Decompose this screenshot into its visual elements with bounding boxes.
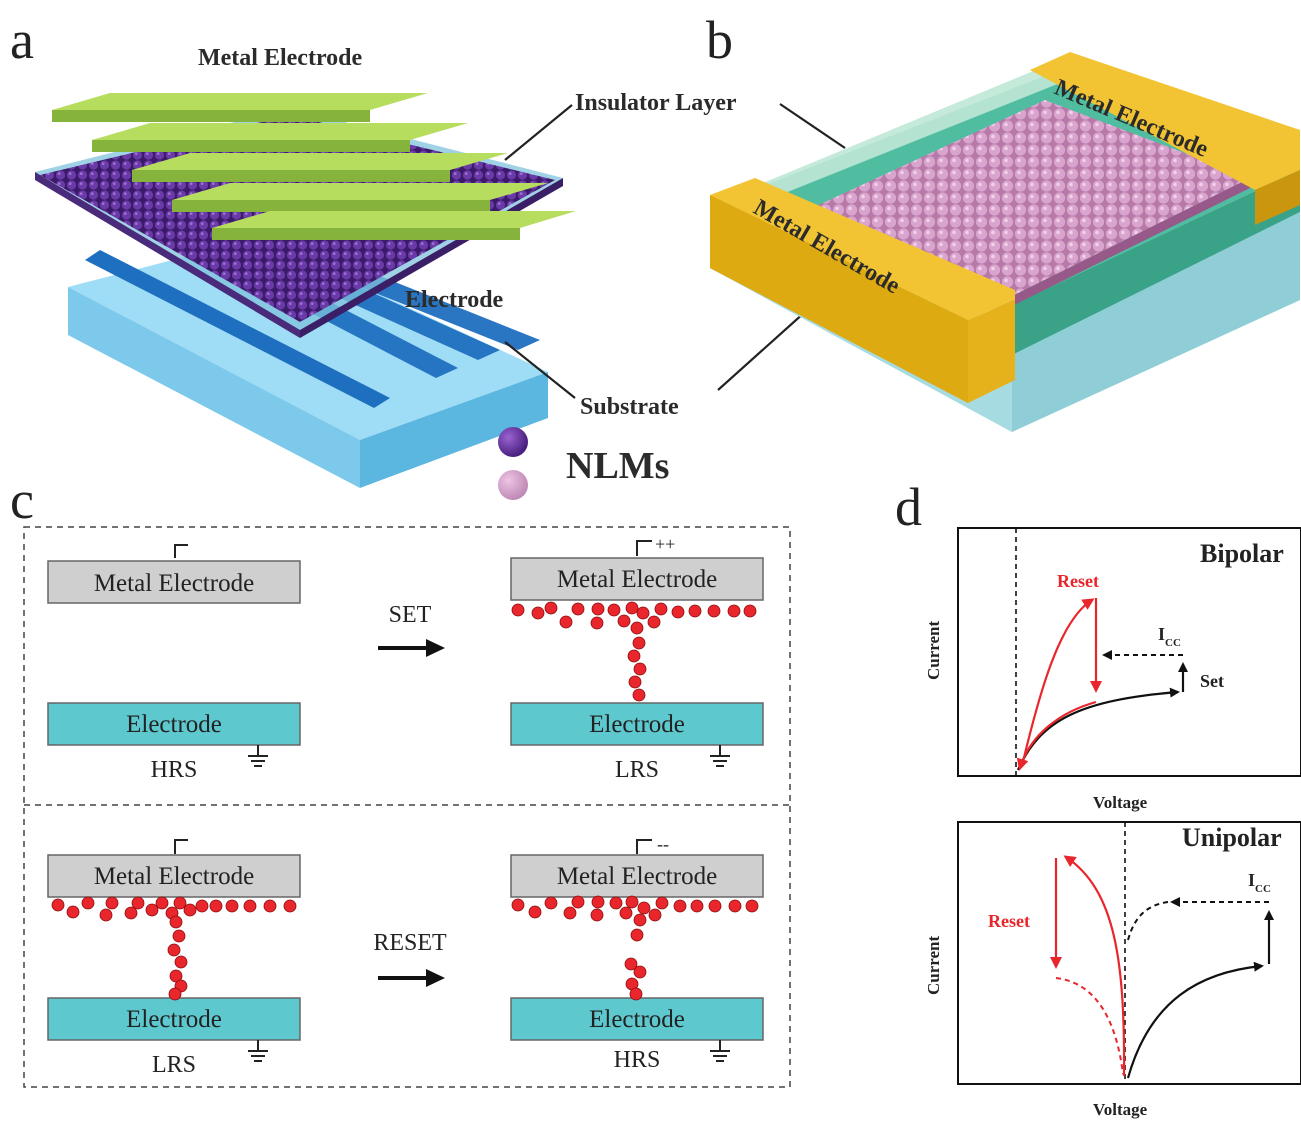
electrode-label: Electrode (126, 1006, 222, 1033)
bipolar-plot-frame (957, 527, 1301, 777)
bipolar-plot: Bipolar Current Voltage Set ICC Reset (924, 527, 1301, 812)
panel-a-substrate (68, 238, 548, 488)
panel-b-top-electrode (1030, 52, 1300, 190)
metal-ions-filament-full (51, 896, 297, 1001)
panel-d-letter: d (895, 477, 922, 537)
unipolar-plot-frame (957, 821, 1301, 1085)
ground-icon (710, 1040, 730, 1062)
metal-electrode-label: Metal Electrode (94, 863, 254, 890)
bipolar-label: Bipolar (1200, 539, 1284, 568)
panel-a-metal-electrode-label: Metal Electrode (198, 45, 363, 71)
unipolar-reset-label: Reset (988, 911, 1030, 931)
state-label-hrs: HRS (151, 757, 198, 783)
panel-c: c Metal Electrode Electrode HRS SET ++ (10, 470, 791, 1088)
metal-electrode-box (510, 854, 764, 898)
unipolar-reset-curve (1063, 855, 1126, 1077)
state-label-lrs: LRS (152, 1052, 196, 1078)
bipolar-voltage-label: Voltage (1093, 793, 1148, 812)
state-label-lrs: LRS (615, 757, 659, 783)
cell-set-result: ++ Metal Electrode Electrode LRS (510, 534, 764, 783)
set-label: SET (389, 602, 432, 628)
bipolar-reset-curve (1020, 598, 1095, 767)
panel-a-electrode-label: Electrode (405, 287, 504, 313)
electrode-box (47, 702, 301, 746)
electrode-label: Electrode (589, 1006, 685, 1033)
ground-icon (248, 1040, 268, 1062)
unipolar-current-label: Current (924, 935, 943, 995)
bipolar-icc-label: ICC (1158, 624, 1181, 649)
light-nanoparticle-icon (498, 470, 528, 500)
electrode-box (47, 997, 301, 1041)
panel-d: d Bipolar Current Voltage Set ICC Reset … (895, 477, 1301, 1119)
metal-electrode-box (47, 560, 301, 604)
dark-nanoparticle-icon (498, 427, 528, 457)
state-label-hrs: HRS (614, 1047, 661, 1073)
metal-ions-filament-full (511, 601, 757, 702)
panel-a: a (10, 10, 576, 488)
cell-reset-result: -- Metal Electrode Electrode HRS (510, 834, 764, 1073)
unipolar-plot: Unipolar Current Voltage ICC Reset (924, 821, 1301, 1119)
panel-b-letter: b (706, 10, 733, 70)
reset-label: RESET (373, 930, 447, 956)
unipolar-label: Unipolar (1182, 823, 1282, 852)
metal-electrode-label: Metal Electrode (557, 566, 717, 593)
nlms-label: NLMs (566, 445, 669, 487)
electrode-box (510, 997, 764, 1041)
bipolar-reset-label: Reset (1057, 571, 1099, 591)
panel-c-letter: c (10, 470, 34, 530)
insulator-layer-label: Insulator Layer (575, 90, 737, 116)
negative-bias-label: -- (657, 834, 669, 854)
unipolar-set-curve (1126, 961, 1264, 1079)
positive-bias-label: ++ (655, 534, 675, 554)
substrate-label: Substrate (580, 394, 679, 420)
cell-set-initial: Metal Electrode Electrode HRS (47, 544, 301, 783)
electrode-box (510, 702, 764, 746)
unipolar-icc-label: ICC (1248, 870, 1271, 895)
ground-icon (248, 745, 268, 767)
metal-electrode-box (47, 854, 301, 898)
electrode-label: Electrode (126, 711, 222, 738)
cell-reset-initial: Metal Electrode Electrode LRS (47, 839, 301, 1078)
metal-electrode-label: Metal Electrode (557, 863, 717, 890)
bipolar-set-label: Set (1200, 671, 1224, 691)
panel-c-frame (23, 526, 791, 1088)
electrode-label: Electrode (589, 711, 685, 738)
panel-b-front-electrode (710, 178, 1015, 320)
panel-a-metal-electrodes (52, 93, 576, 240)
unipolar-voltage-label: Voltage (1093, 1100, 1148, 1119)
panel-b: b Metal Electrode Metal Electrode (706, 10, 1300, 432)
ground-icon (710, 745, 730, 767)
metal-electrode-label: Metal Electrode (94, 570, 254, 597)
panel-a-letter: a (10, 10, 34, 70)
metal-ions-filament-broken (511, 895, 759, 1001)
bipolar-current-label: Current (924, 620, 943, 680)
metal-electrode-box (510, 557, 764, 601)
shared-labels: Insulator Layer Substrate NLMs (498, 90, 846, 500)
